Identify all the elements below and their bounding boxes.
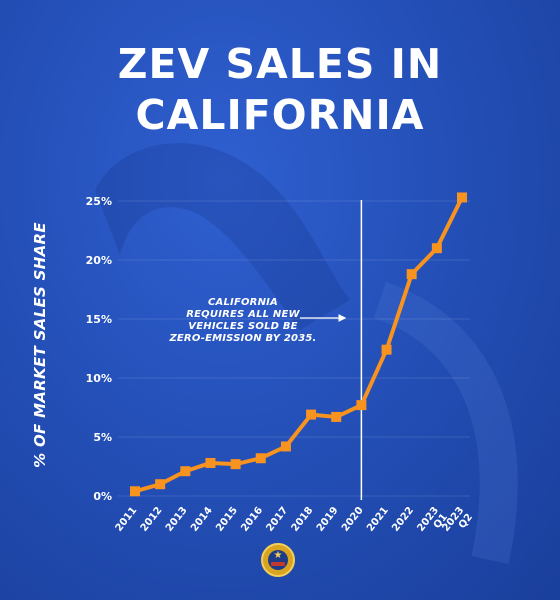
- annotation-text: CALIFORNIA REQUIRES ALL NEW VEHICLES SOL…: [168, 297, 318, 345]
- annotation-line: REQUIRES ALL NEW: [186, 309, 300, 320]
- y-tick-label: 15%: [86, 313, 112, 326]
- x-tick-label: 2018: [290, 505, 316, 534]
- seal-star: ★: [273, 550, 283, 561]
- data-point: [255, 453, 266, 464]
- x-tick-label: 2016: [239, 505, 265, 534]
- data-point: [280, 441, 291, 452]
- x-tick-label: 2013: [164, 505, 190, 534]
- title-line-2: CALIFORNIA: [135, 91, 425, 139]
- seal-center: ★: [268, 550, 288, 570]
- x-tick-label: 2014: [189, 505, 215, 534]
- data-point: [381, 344, 392, 355]
- title-line-1: ZEV SALES IN: [117, 40, 443, 88]
- annotation-line: VEHICLES SOLD BE: [188, 321, 298, 332]
- x-tick-label: 2017: [264, 505, 290, 534]
- data-point: [331, 411, 342, 422]
- data-point: [356, 400, 367, 411]
- x-tick-label: 2015: [214, 505, 240, 534]
- y-tick-label: 20%: [86, 254, 112, 267]
- y-tick-label: 25%: [86, 195, 112, 208]
- data-point: [431, 243, 442, 254]
- data-point: [180, 466, 191, 477]
- data-point: [155, 479, 166, 490]
- x-tick-label: 2011: [114, 505, 140, 534]
- y-axis-label: % OF MARKET SALES SHARE: [31, 222, 49, 468]
- x-tick-label: 2019: [315, 505, 341, 534]
- annotation-line: CALIFORNIA: [207, 297, 279, 308]
- data-point: [306, 409, 317, 420]
- x-tick-label: 2021: [365, 505, 391, 534]
- data-point: [457, 192, 467, 203]
- state-seal-icon: ★: [261, 543, 295, 577]
- annotation-line: ZERO-EMISSION BY 2035.: [169, 333, 317, 344]
- y-tick-labels: 0% 5% 10% 15% 20% 25%: [86, 195, 112, 503]
- seal-bar: [271, 562, 285, 566]
- data-point: [130, 486, 140, 497]
- y-tick-label: 10%: [86, 372, 112, 385]
- x-tick-label: 2012: [139, 505, 165, 534]
- data-point: [205, 457, 216, 468]
- x-tick-label: 2022: [390, 505, 416, 534]
- data-points: [130, 192, 467, 497]
- y-tick-label: 0%: [93, 490, 112, 503]
- x-tick-label: 2020: [340, 505, 366, 534]
- x-tick-labels: 2011 2012 2013 2014 2015 2016 2017 2018 2019 2020…: [114, 505, 475, 541]
- background-charger-shape: [95, 143, 518, 564]
- y-tick-label: 5%: [93, 431, 112, 444]
- x-tick-label: 2023Q2: [441, 505, 475, 541]
- data-point: [230, 459, 241, 470]
- data-point: [406, 269, 417, 280]
